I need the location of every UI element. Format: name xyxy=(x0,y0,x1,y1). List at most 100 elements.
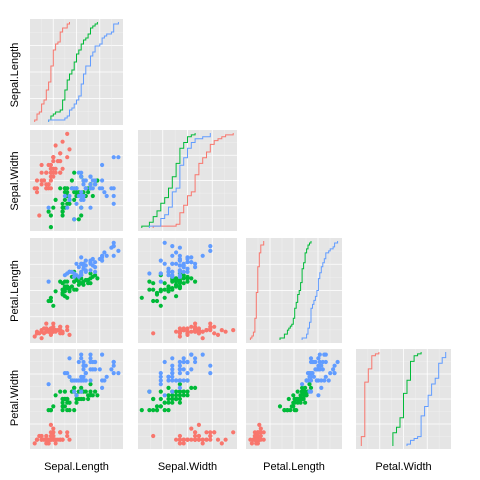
scatter-point-species-1 xyxy=(65,155,70,160)
scatter-point-species-1 xyxy=(44,186,49,191)
scatter-point-species-2 xyxy=(294,408,299,413)
scatter-point-species-1 xyxy=(252,430,257,435)
scatter-point-species-1 xyxy=(219,328,224,333)
scatter-point-species-2 xyxy=(301,396,306,402)
scatter-point-species-3 xyxy=(323,359,328,365)
scatter-point-species-2 xyxy=(303,400,308,405)
scatter-point-species-2 xyxy=(177,400,182,405)
scatter-point-species-2 xyxy=(189,385,194,390)
scatter-point-species-1 xyxy=(58,324,63,329)
scatter-point-species-3 xyxy=(62,193,67,199)
scatter-point-species-1 xyxy=(200,437,205,442)
scatter-point-species-3 xyxy=(305,371,311,376)
ecdf-line-species-3 xyxy=(406,352,447,446)
scatter-point-species-2 xyxy=(51,205,56,210)
scatter-point-species-2 xyxy=(158,404,163,409)
scatter-point-species-1 xyxy=(231,328,236,333)
scatter-point-species-3 xyxy=(79,374,84,379)
scatter-point-species-3 xyxy=(181,378,186,383)
scatter-point-species-1 xyxy=(208,321,213,326)
scatter-point-species-1 xyxy=(204,430,209,435)
scatter-point-species-3 xyxy=(166,273,171,278)
scatter-point-species-3 xyxy=(100,178,105,183)
y-axis-title-4: Petal.Width xyxy=(9,370,21,426)
scatter-point-species-3 xyxy=(104,193,109,199)
panel-sepal-length-vs-sepal-length xyxy=(30,19,123,125)
scatter-point-species-2 xyxy=(285,408,290,413)
scatter-point-species-2 xyxy=(154,292,160,297)
scatter-point-species-1 xyxy=(196,437,201,442)
scatter-point-species-2 xyxy=(90,193,95,199)
scatter-point-species-2 xyxy=(79,213,84,218)
scatter-point-species-2 xyxy=(300,385,305,390)
scatter-point-species-3 xyxy=(189,255,194,260)
scatter-point-species-1 xyxy=(60,437,65,442)
scatter-point-species-3 xyxy=(170,367,175,372)
scatter-point-species-3 xyxy=(104,374,109,379)
scatter-point-species-3 xyxy=(109,367,114,372)
scatter-point-species-3 xyxy=(193,265,198,270)
scatter-point-species-3 xyxy=(100,186,105,191)
scatter-point-species-1 xyxy=(53,441,58,446)
scatter-point-species-3 xyxy=(116,155,121,160)
scatter-point-species-1 xyxy=(193,437,198,442)
scatter-point-species-3 xyxy=(111,201,116,206)
scatter-point-species-2 xyxy=(62,197,67,202)
scatter-point-species-3 xyxy=(177,385,182,390)
scatter-point-species-3 xyxy=(81,359,86,365)
scatter-point-species-1 xyxy=(39,336,44,341)
scatter-point-species-3 xyxy=(111,240,116,245)
y-axis-title-3: Petal.Length xyxy=(9,260,21,322)
scatter-point-species-2 xyxy=(65,190,70,195)
scatter-point-species-2 xyxy=(154,404,160,409)
scatter-point-species-3 xyxy=(93,260,98,265)
scatter-point-species-2 xyxy=(185,393,190,398)
scatter-point-species-1 xyxy=(65,324,70,329)
scatter-point-species-3 xyxy=(170,371,175,376)
scatter-point-species-3 xyxy=(177,367,182,372)
scatter-point-species-1 xyxy=(200,441,205,446)
scatter-point-species-1 xyxy=(208,430,213,435)
scatter-point-species-3 xyxy=(208,371,213,376)
scatter-point-species-2 xyxy=(162,281,167,286)
scatter-point-species-2 xyxy=(65,400,70,405)
scatter-point-species-2 xyxy=(86,190,91,195)
scatter-point-species-3 xyxy=(177,371,182,376)
scatter-point-species-3 xyxy=(69,269,74,274)
scatter-point-species-3 xyxy=(326,378,331,383)
scatter-point-species-3 xyxy=(313,367,318,372)
scatter-point-species-1 xyxy=(215,332,221,337)
scatter-point-species-2 xyxy=(65,408,70,413)
scatter-point-species-3 xyxy=(100,352,105,357)
scatter-point-species-2 xyxy=(46,209,51,214)
scatter-point-species-2 xyxy=(60,287,65,292)
scatter-point-species-1 xyxy=(67,437,72,442)
scatter-point-species-3 xyxy=(74,201,79,206)
scatter-point-species-1 xyxy=(151,331,156,336)
scatter-point-species-3 xyxy=(311,374,316,379)
scatter-point-species-1 xyxy=(193,321,198,326)
scatter-point-species-1 xyxy=(189,437,194,442)
scatter-point-species-3 xyxy=(166,269,171,274)
scatter-point-species-3 xyxy=(177,363,182,368)
scatter-point-species-2 xyxy=(147,279,152,284)
scatter-point-species-2 xyxy=(174,279,179,284)
scatter-point-species-3 xyxy=(81,367,86,372)
scatter-point-species-2 xyxy=(151,281,156,286)
scatter-point-species-1 xyxy=(177,433,182,439)
scatter-point-species-2 xyxy=(67,201,72,206)
scatter-point-species-2 xyxy=(177,277,182,283)
scatter-point-species-1 xyxy=(67,332,72,337)
scatter-point-species-3 xyxy=(72,274,77,279)
scatter-point-species-2 xyxy=(60,408,65,413)
scatter-point-species-3 xyxy=(158,382,163,387)
scatter-point-species-2 xyxy=(170,286,175,291)
scatter-point-species-3 xyxy=(104,253,109,258)
scatter-point-species-2 xyxy=(83,389,88,394)
scatter-point-species-1 xyxy=(44,170,49,175)
scatter-point-species-3 xyxy=(88,356,93,361)
scatter-point-species-1 xyxy=(174,437,179,442)
scatter-point-species-2 xyxy=(72,170,77,175)
scatter-point-species-2 xyxy=(74,287,79,292)
scatter-point-species-2 xyxy=(282,408,287,413)
